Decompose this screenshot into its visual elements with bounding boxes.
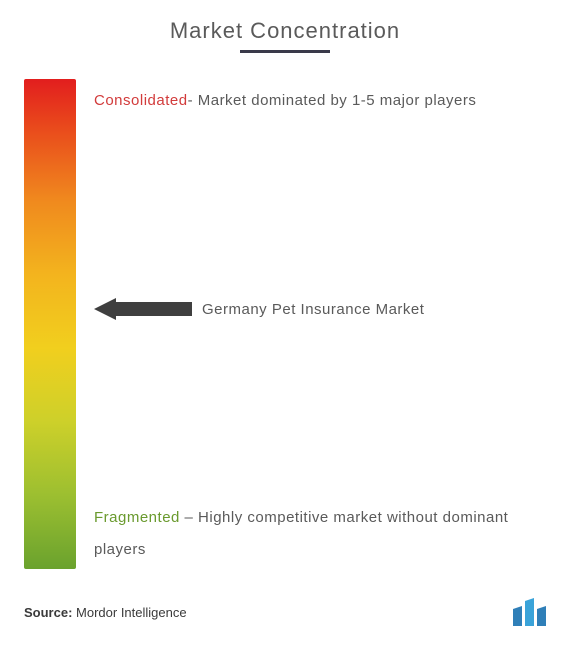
source-prefix: Source:	[24, 605, 72, 620]
consolidated-rest: - Market dominated by 1-5 major players	[188, 92, 477, 109]
main-row: Consolidated- Market dominated by 1-5 ma…	[24, 79, 546, 569]
source-attribution: Source: Mordor Intelligence	[24, 605, 187, 620]
chart-container: Market Concentration Consolidated- Marke…	[0, 0, 570, 648]
title-underline	[240, 50, 330, 53]
consolidated-label: Consolidated- Market dominated by 1-5 ma…	[94, 85, 546, 117]
fragmented-highlight: Fragmented	[94, 509, 180, 526]
fragmented-label: Fragmented – Highly competitive market w…	[94, 502, 546, 565]
mordor-logo-icon	[513, 598, 546, 626]
labels-column: Consolidated- Market dominated by 1-5 ma…	[76, 79, 546, 569]
source-name: Mordor Intelligence	[76, 605, 187, 620]
market-name-label: Germany Pet Insurance Market	[202, 301, 424, 318]
consolidated-highlight: Consolidated	[94, 92, 188, 109]
concentration-scale	[24, 79, 76, 569]
arrow-left-icon	[94, 298, 192, 320]
gradient-bar	[24, 79, 76, 569]
page-title: Market Concentration	[24, 18, 546, 44]
footer: Source: Mordor Intelligence	[24, 598, 546, 626]
market-marker: Germany Pet Insurance Market	[94, 298, 424, 320]
